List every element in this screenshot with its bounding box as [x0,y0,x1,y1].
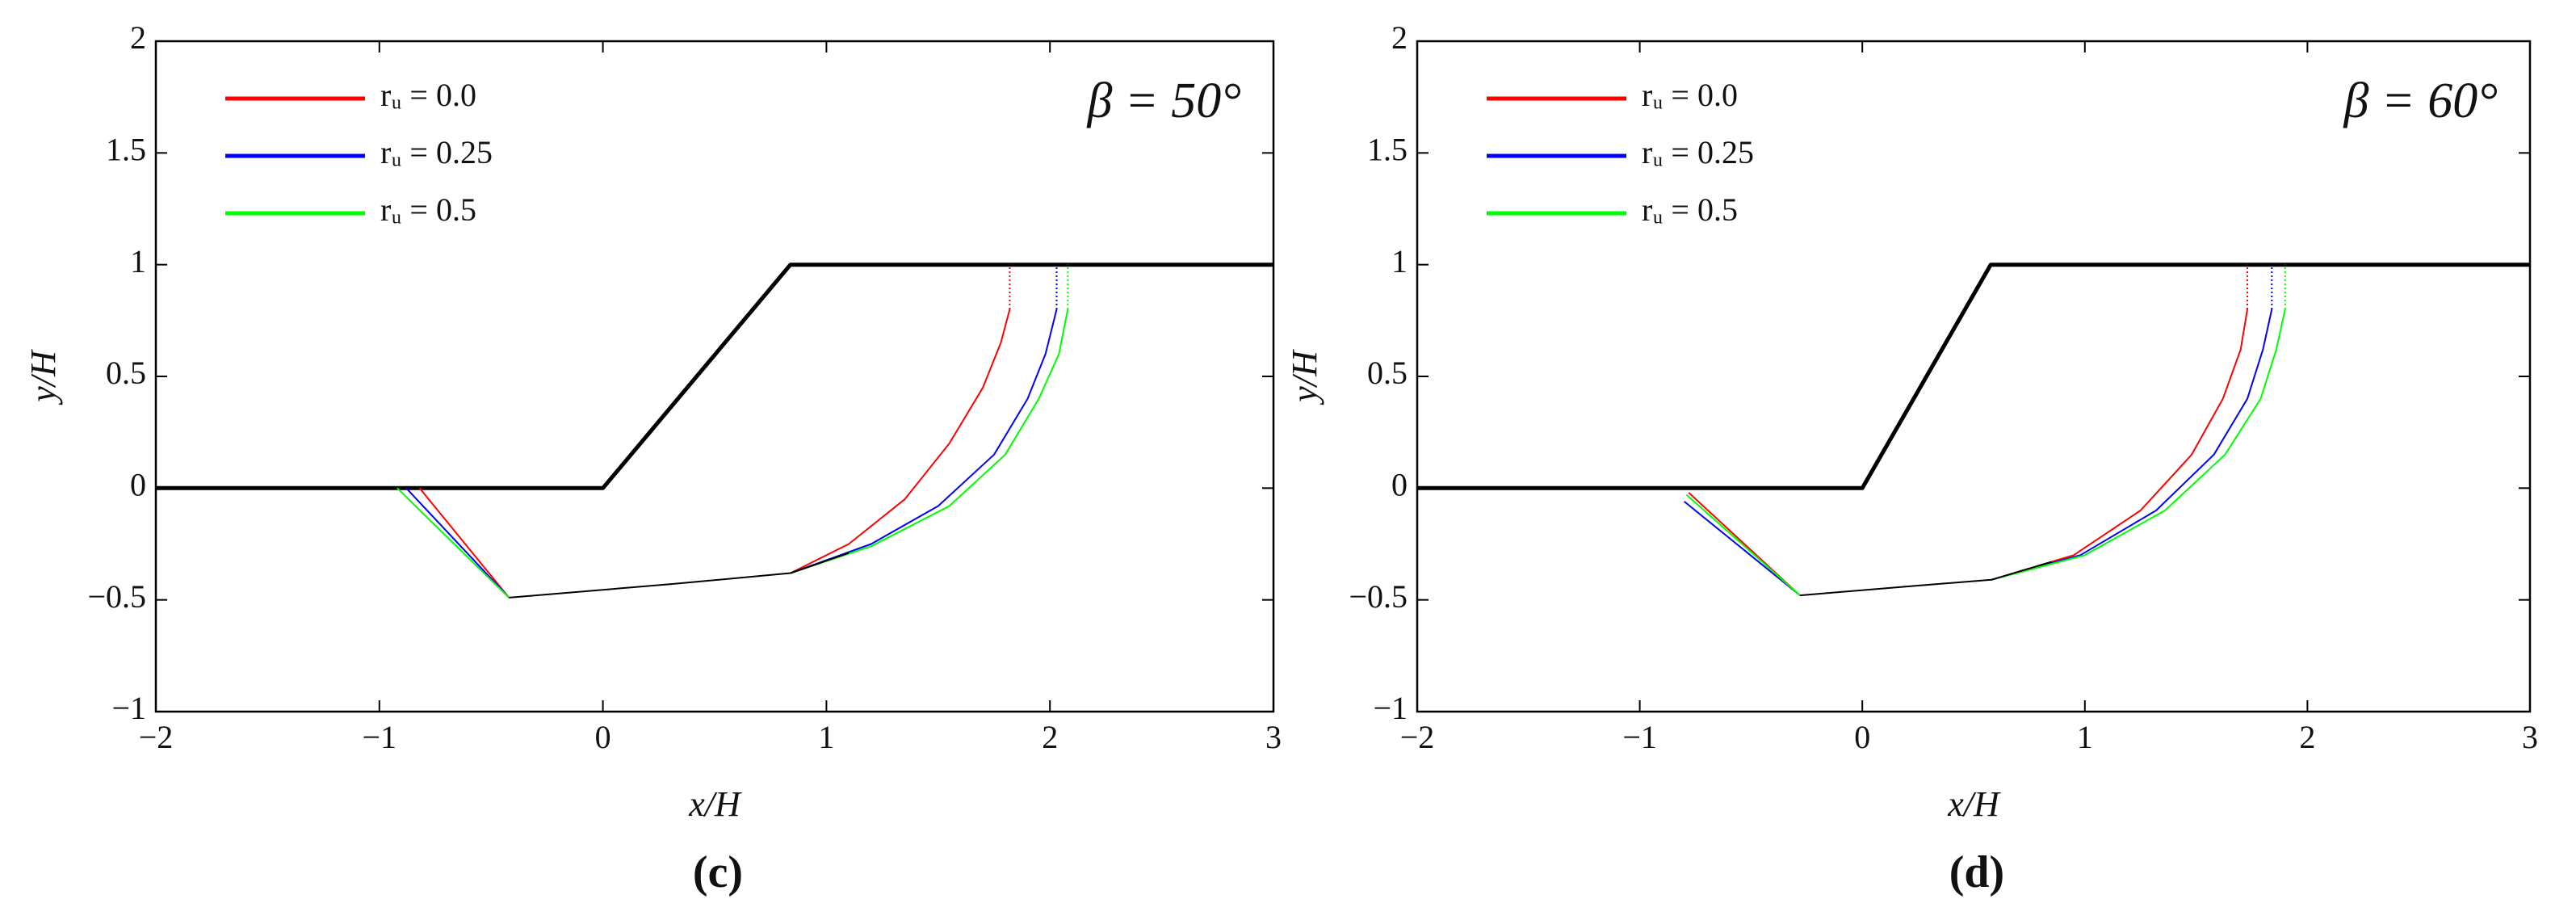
series-line [418,309,1011,599]
plot-frame [154,40,1275,713]
y-tick-label: 2 [1391,19,1408,56]
y-tick-label: 2 [130,19,146,56]
x-tick-label: 1 [818,719,834,755]
caption: (d) [1949,847,2004,897]
series-line [396,309,1069,599]
legend-label: rᵤ = 0.25 [380,134,493,170]
y-tick-label: 1.5 [1367,132,1408,168]
legend-label: rᵤ = 0.25 [1642,134,1754,170]
x-tick-label: −2 [1400,719,1435,755]
series-line [1417,263,2530,490]
y-tick-label: −0.5 [87,578,146,615]
legend-label: rᵤ = 0.5 [380,191,476,228]
x-tick-label: −2 [139,719,174,755]
x-tick-label: 2 [2299,719,2315,755]
x-tick-label: 3 [1265,719,1282,755]
y-axis-label: y/H [23,349,63,405]
x-tick-label: 2 [1042,719,1058,755]
series-line [156,263,1273,490]
x-axis-label: x/H [688,784,742,824]
series-line [405,309,1058,599]
series-line [1799,561,2052,597]
y-tick-label: −1 [1373,690,1408,726]
y-tick-label: 0 [130,467,146,503]
legend-label: rᵤ = 0.0 [1642,77,1738,113]
y-tick-label: 1 [1391,243,1408,279]
y-tick-label: 1 [130,243,146,279]
plot-frame [1416,40,2532,713]
series-line [1685,309,2286,596]
y-axis-label: y/H [1285,349,1324,405]
x-tick-label: 1 [2077,719,2093,755]
series-line [1688,309,2248,596]
series-line [509,552,850,599]
y-tick-label: 0 [1391,467,1408,503]
x-tick-label: 0 [1854,719,1870,755]
y-tick-label: 0.5 [106,355,146,391]
x-tick-label: 3 [2522,719,2538,755]
chart-panel: −2 −1 0 1 2 3−1−0.500.511.52x/Hy/Hβ = 60°(d)r… [1285,19,2538,897]
y-tick-label: −1 [111,690,146,726]
y-tick-label: 0.5 [1367,355,1408,391]
annotation: β = 60° [2343,74,2498,128]
y-tick-label: 1.5 [106,132,146,168]
x-tick-label: 0 [595,719,611,755]
series-line [1684,309,2273,596]
annotation: β = 50° [1086,74,1241,128]
chart-panel: −2 −1 0 1 2 3−1−0.500.511.52x/Hy/Hβ = 50°(c)r… [23,19,1282,897]
legend-label: rᵤ = 0.0 [380,77,476,113]
caption: (c) [693,847,743,897]
x-tick-label: −1 [363,719,397,755]
legend-label: rᵤ = 0.5 [1642,191,1738,228]
y-tick-label: −0.5 [1349,578,1408,615]
x-tick-label: −1 [1622,719,1657,755]
x-axis-label: x/H [1947,784,2001,824]
